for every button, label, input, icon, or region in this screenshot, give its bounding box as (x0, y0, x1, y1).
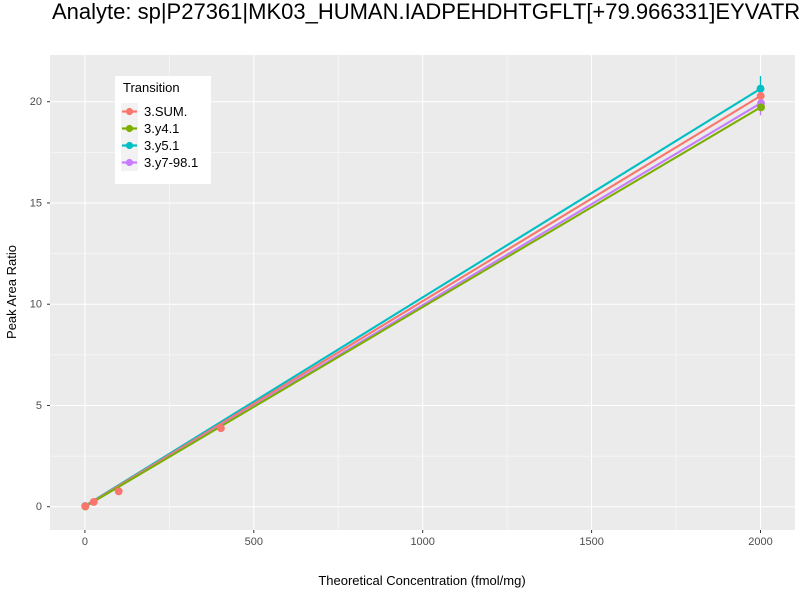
svg-text:Analyte: sp|P27361|MK03_HUMAN.: Analyte: sp|P27361|MK03_HUMAN.IADPEHDHTG… (52, 0, 800, 24)
svg-text:1000: 1000 (410, 536, 434, 548)
svg-text:Theoretical Concentration (fmo: Theoretical Concentration (fmol/mg) (318, 573, 525, 588)
svg-text:500: 500 (245, 536, 263, 548)
svg-text:2000: 2000 (748, 536, 772, 548)
svg-text:1500: 1500 (579, 536, 603, 548)
svg-text:Peak Area Ratio: Peak Area Ratio (4, 245, 19, 339)
svg-text:5: 5 (36, 400, 42, 412)
svg-text:3.y5.1: 3.y5.1 (144, 138, 179, 153)
svg-text:0: 0 (36, 501, 42, 513)
svg-text:20: 20 (30, 96, 42, 108)
svg-text:Transition: Transition (123, 80, 180, 95)
svg-text:15: 15 (30, 197, 42, 209)
svg-text:0: 0 (82, 536, 88, 548)
svg-text:3.SUM.: 3.SUM. (144, 104, 187, 119)
svg-text:3.y7-98.1: 3.y7-98.1 (144, 155, 198, 170)
svg-text:10: 10 (30, 299, 42, 311)
svg-text:3.y4.1: 3.y4.1 (144, 121, 179, 136)
